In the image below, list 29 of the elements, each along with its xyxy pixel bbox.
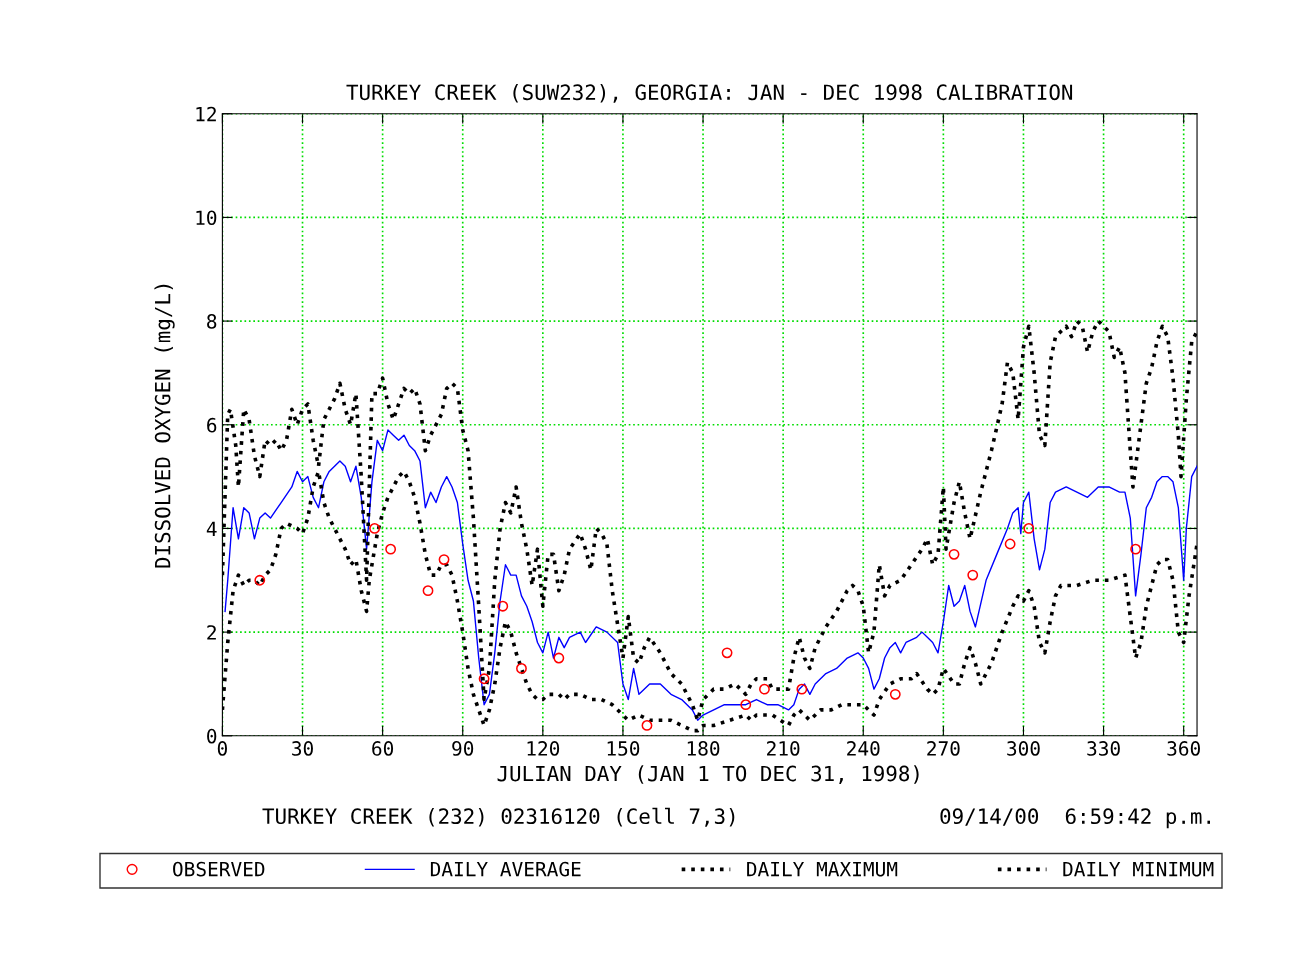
y-tick-label: 12 (196, 106, 216, 122)
x-tick-label: 330 (1087, 741, 1120, 756)
legend-label: DAILY MAXIMUM (747, 862, 898, 877)
legend-label: OBSERVED (173, 861, 265, 877)
x-tick-label: 240 (847, 741, 880, 756)
text: 09/14/00 6:59:42 p.m. (940, 808, 1211, 829)
y-tick-label: 6 (207, 417, 217, 433)
text: TURKEY CREEK (232) 02316120 (Cell 7,3) (262, 807, 735, 827)
chart-title: TURKEY CREEK (SUW232), GEORGIA: JAN - DEC 1998 CALIBRATION (346, 84, 1073, 103)
x-tick-label: 30 (292, 741, 313, 756)
x-tick-label: 0 (217, 741, 227, 756)
y-tick-label: 0 (207, 728, 217, 744)
legend-label: DAILY MINIMUM (1063, 862, 1214, 877)
x-tick-label: 180 (687, 741, 720, 756)
legend-label: DAILY AVERAGE (430, 861, 581, 877)
y-tick-label: 8 (207, 314, 217, 329)
x-tick-label: 90 (452, 741, 474, 756)
x-tick-label: 210 (767, 741, 800, 756)
x-tick-label: 300 (1007, 741, 1040, 756)
x-tick-label: 150 (607, 741, 640, 756)
x-axis-title: JULIAN DAY (JAN 1 TO DEC 31, 1998) (497, 765, 919, 784)
x-tick-label: 120 (527, 741, 560, 756)
y-tick-label: 10 (196, 210, 217, 226)
y-axis-title: DISSOLVED OXYGEN (mg/L) (154, 284, 175, 568)
y-tick-label: 4 (206, 521, 217, 536)
x-tick-label: 270 (927, 741, 960, 756)
y-tick-label: 2 (207, 625, 216, 640)
x-tick-label: 360 (1167, 741, 1200, 756)
x-tick-label: 60 (372, 741, 394, 756)
